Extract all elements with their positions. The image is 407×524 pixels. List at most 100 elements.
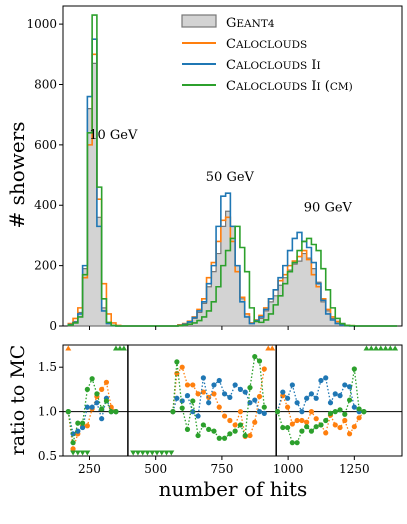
ratio-point bbox=[337, 424, 343, 431]
ratio-point bbox=[103, 379, 110, 385]
y-axis-label-bottom: ratio to MC bbox=[7, 345, 29, 456]
y-tick-label-bottom: 0.5 bbox=[38, 449, 57, 463]
offscale-marker bbox=[134, 450, 141, 456]
ratio-point bbox=[200, 375, 206, 381]
offscale-marker bbox=[130, 450, 137, 456]
ratio-point bbox=[252, 353, 258, 360]
ratio-point bbox=[280, 389, 286, 395]
ratio-point bbox=[227, 394, 233, 400]
ratio-point bbox=[242, 389, 248, 395]
x-tick-label: 500 bbox=[144, 462, 167, 476]
ratio-point bbox=[289, 382, 295, 388]
ratio-point bbox=[237, 422, 244, 428]
ratio-point bbox=[227, 431, 233, 437]
ratio-point bbox=[206, 400, 212, 406]
ratio-point bbox=[216, 377, 222, 384]
offscale-marker bbox=[265, 345, 272, 351]
offscale-marker bbox=[163, 450, 170, 456]
ratio-point bbox=[327, 400, 334, 406]
ratio-point bbox=[221, 435, 228, 441]
ratio-point bbox=[200, 422, 206, 428]
ratio-point bbox=[337, 407, 343, 413]
ratio-point bbox=[346, 384, 353, 390]
ratio-point bbox=[206, 394, 212, 400]
ratio-point bbox=[318, 422, 324, 428]
ratio-point bbox=[232, 428, 238, 434]
y-tick-label-top: 600 bbox=[34, 138, 57, 152]
ratio-point bbox=[274, 409, 281, 415]
ratio-point bbox=[65, 409, 71, 415]
ratio-point bbox=[299, 428, 305, 434]
ratio-point bbox=[84, 404, 90, 410]
ratio-point bbox=[242, 432, 248, 439]
bottom-plot-frame bbox=[62, 344, 403, 457]
ratio-point bbox=[284, 424, 291, 431]
ratio-point bbox=[70, 446, 76, 452]
ratio-point bbox=[294, 440, 300, 446]
ratio-point bbox=[247, 385, 253, 391]
legend-label: CALOCLOUDS bbox=[226, 37, 307, 52]
y-axis-label-top: # showers bbox=[5, 121, 29, 228]
ratio-point bbox=[356, 415, 362, 421]
ratio-point bbox=[308, 391, 315, 397]
ratio-point bbox=[190, 398, 196, 404]
ratio-line-0 bbox=[67, 380, 117, 450]
ratio-point bbox=[103, 398, 110, 404]
ratio-point bbox=[323, 375, 329, 381]
ratio-point bbox=[94, 391, 100, 397]
y-tick-label-bottom: 1.0 bbox=[38, 405, 57, 419]
ratio-point bbox=[256, 358, 263, 364]
ratio-point bbox=[252, 419, 258, 425]
ratio-point bbox=[75, 428, 81, 434]
series-hist-3 bbox=[67, 14, 398, 327]
ratio-point bbox=[99, 406, 105, 412]
offscale-marker bbox=[74, 450, 81, 456]
offscale-marker bbox=[70, 450, 77, 456]
ratio-point bbox=[342, 411, 348, 417]
ratio-point bbox=[252, 397, 258, 403]
ratio-point bbox=[289, 421, 295, 427]
x-tick-label: 250 bbox=[78, 462, 101, 476]
legend-label: CALOCLOUDS II bbox=[226, 58, 321, 73]
y-tick-label-top: 0 bbox=[49, 319, 57, 333]
legend-label: GEANT4 bbox=[226, 16, 275, 31]
offscale-marker bbox=[387, 345, 394, 351]
ratio-point bbox=[206, 426, 212, 432]
ratio-point bbox=[195, 391, 201, 397]
ratio-point bbox=[342, 382, 348, 388]
y-tick-label-top: 400 bbox=[34, 198, 57, 212]
ratio-point bbox=[108, 409, 114, 415]
ratio-point bbox=[221, 391, 228, 397]
energy-annotation: 90 GeV bbox=[304, 200, 353, 215]
ratio-point bbox=[313, 395, 319, 401]
ratio-point bbox=[174, 359, 180, 365]
ratio-point bbox=[304, 424, 310, 430]
ratio-point bbox=[289, 440, 295, 446]
offscale-marker bbox=[158, 450, 165, 456]
ratio-point bbox=[294, 400, 300, 406]
ratio-point bbox=[351, 404, 357, 410]
y-tick-label-top: 1000 bbox=[26, 17, 57, 31]
ratio-point bbox=[308, 428, 315, 434]
offscale-marker bbox=[368, 345, 375, 351]
ratio-point bbox=[304, 419, 310, 425]
ratio-point bbox=[351, 424, 357, 430]
ratio-point bbox=[184, 426, 191, 432]
ratio-point bbox=[247, 432, 253, 439]
ratio-point bbox=[299, 417, 305, 424]
ratio-point bbox=[170, 409, 176, 415]
ratio-point bbox=[211, 428, 217, 434]
ratio-point bbox=[332, 391, 338, 397]
ratio-point bbox=[256, 393, 263, 400]
offscale-marker bbox=[65, 345, 72, 351]
ratio-point bbox=[195, 432, 201, 439]
offscale-marker bbox=[112, 345, 119, 351]
ratio-point bbox=[337, 393, 343, 399]
ratio-point bbox=[211, 382, 217, 388]
offscale-marker bbox=[120, 345, 127, 351]
ratio-point bbox=[356, 406, 362, 412]
ratio-point bbox=[79, 424, 86, 431]
ratio-point bbox=[179, 364, 185, 370]
offscale-marker bbox=[139, 450, 146, 456]
